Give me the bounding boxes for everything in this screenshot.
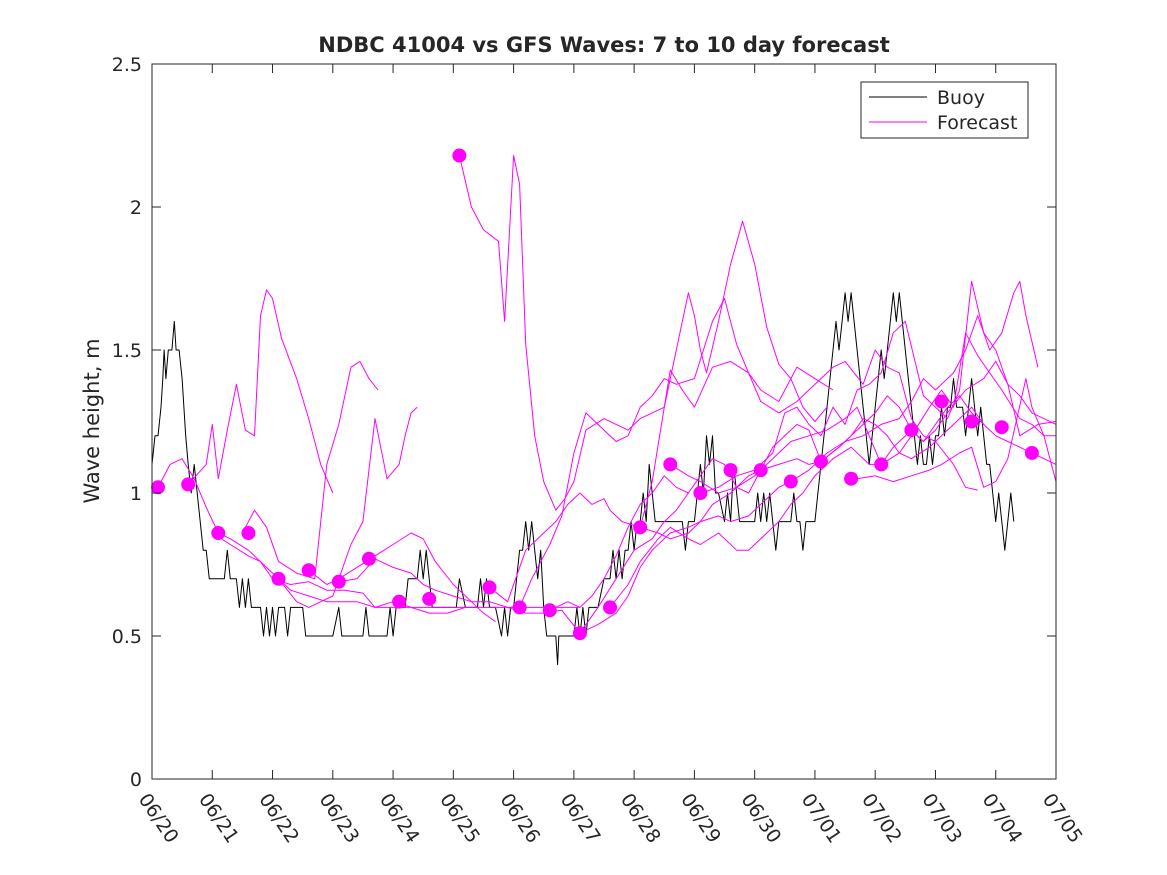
forecast-marker-point	[271, 571, 286, 586]
forecast-marker-point	[301, 563, 316, 578]
forecast-marker-point	[392, 594, 407, 609]
forecast-marker-point	[181, 477, 196, 492]
forecast-marker-point	[151, 480, 166, 495]
forecast-series-line	[338, 558, 580, 608]
plot-area	[152, 64, 1056, 779]
y-tick-label: 1.5	[112, 340, 142, 362]
forecast-marker-point	[331, 574, 346, 589]
forecast-marker-point	[934, 394, 949, 409]
y-tick-label: 2	[130, 197, 142, 219]
forecast-marker-point	[633, 520, 648, 535]
y-axis-ticks: 0 0.5 1 1.5 2 2.5	[112, 54, 1056, 791]
forecast-marker-point	[753, 463, 768, 478]
y-tick-label: 2.5	[112, 54, 142, 76]
forecast-marker-point	[964, 414, 979, 429]
forecast-series-line	[489, 360, 834, 603]
forecast-marker-point	[422, 591, 437, 606]
forecast-marker-point	[813, 454, 828, 469]
legend: Buoy Forecast	[860, 81, 1029, 139]
forecast-marker-point	[452, 148, 467, 163]
forecast-marker-point	[211, 526, 226, 541]
legend-box	[860, 81, 1029, 139]
forecast-series-line	[458, 155, 828, 511]
forecast-series-line	[519, 298, 978, 608]
forecast-marker-point	[572, 626, 587, 641]
forecast-marker-point	[512, 600, 527, 615]
forecast-marker-point	[994, 420, 1009, 435]
y-tick-label: 0	[130, 769, 142, 791]
forecast-marker-point	[603, 600, 618, 615]
forecast-marker-point	[723, 463, 738, 478]
forecast-series-line	[857, 378, 1056, 488]
forecast-series-line	[241, 360, 379, 580]
forecast-marker-point	[482, 580, 497, 595]
y-tick-label: 0.5	[112, 626, 142, 648]
forecast-series-line	[700, 280, 1057, 494]
plot-frame	[151, 63, 1057, 780]
y-tick-label: 1	[130, 483, 142, 505]
chart-title: NDBC 41004 vs GFS Waves: 7 to 10 day for…	[318, 33, 889, 57]
series-lines	[151, 155, 1057, 666]
forecast-marker-point	[904, 423, 919, 438]
forecast-series-line	[640, 280, 1039, 540]
forecast-series-line	[609, 360, 1057, 608]
forecast-marker-point	[241, 526, 256, 541]
forecast-series-line	[579, 406, 1057, 634]
forecast-marker-point	[663, 457, 678, 472]
forecast-marker-point	[361, 551, 376, 566]
forecast-marker-point	[844, 471, 859, 486]
forecast-marker-point	[783, 474, 798, 489]
forecast-marker-point	[1024, 445, 1039, 460]
forecast-marker-point	[874, 457, 889, 472]
forecast-markers	[151, 148, 1039, 641]
legend-forecast-label: Forecast	[937, 112, 1017, 134]
y-axis-label: Wave height, m	[80, 338, 104, 503]
buoy-series-line	[151, 292, 1015, 666]
forecast-series-line	[157, 458, 472, 608]
forecast-series-line	[278, 406, 418, 608]
forecast-marker-point	[693, 486, 708, 500]
forecast-series-line	[187, 289, 334, 494]
forecast-marker-point	[542, 603, 557, 618]
legend-buoy-label: Buoy	[937, 87, 985, 109]
forecast-series-line	[212, 492, 689, 634]
